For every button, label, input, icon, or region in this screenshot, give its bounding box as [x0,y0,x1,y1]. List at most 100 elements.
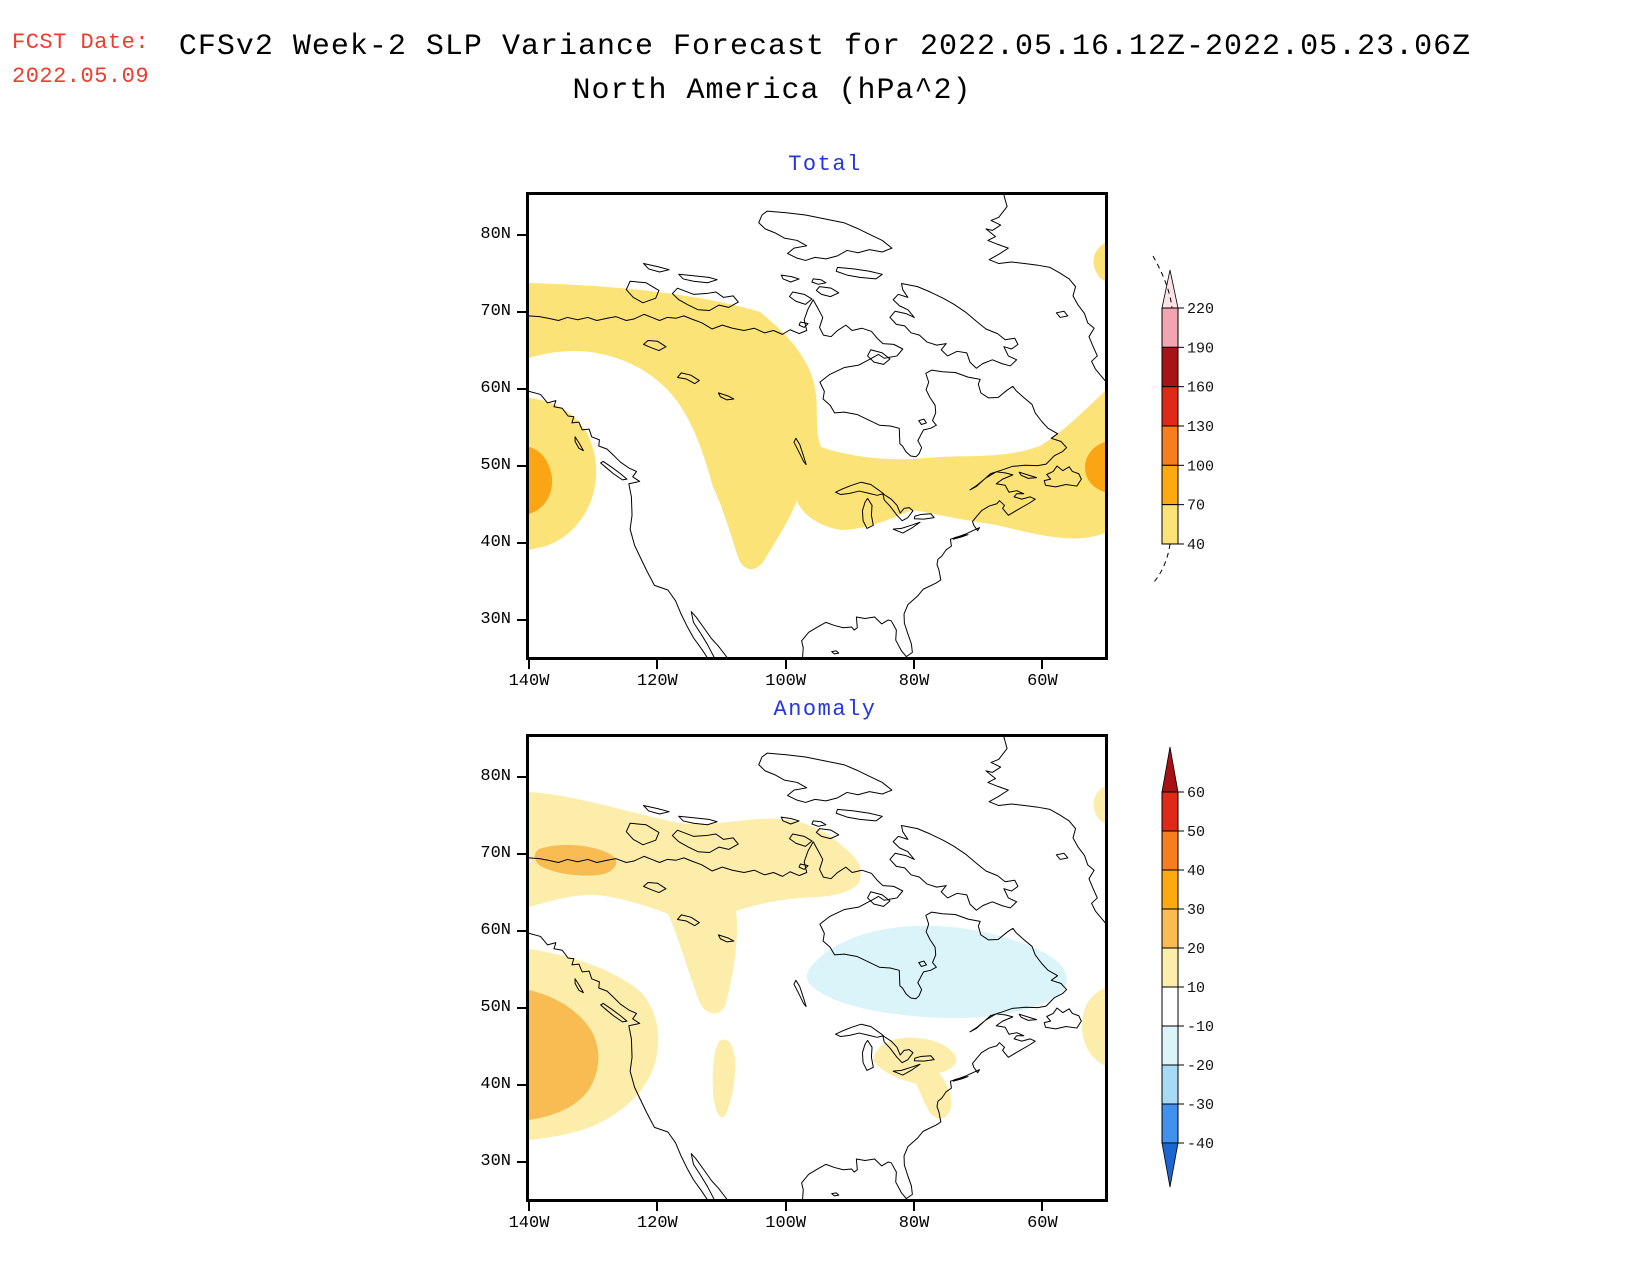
colorbar-label-total-40: 40 [1187,537,1205,554]
colorbar-top-cap [1161,269,1179,309]
colorbar-label-anomaly--30: -30 [1187,1097,1214,1114]
colorbar-segment-total [1161,464,1179,506]
coastline-anomaly [529,737,1105,1199]
colorbar-segment-anomaly [1161,908,1179,949]
coastline-total [529,195,1105,657]
lat-label-anomaly-70N: 70N [480,844,511,863]
colorbar-segment-total [1161,307,1179,348]
lon-label-total-60W: 60W [1027,672,1058,691]
colorbar-segment-total [1161,425,1179,466]
colorbar-bottom-dash [1153,543,1171,583]
colorbar-label-anomaly-10: 10 [1187,980,1205,997]
region-anomaly-arctic-band [529,792,861,1014]
colorbar-label-anomaly--40: -40 [1187,1136,1214,1153]
panel-title-anomaly: Anomaly [773,697,877,722]
region-anomaly-hudson-bay-negative [806,925,1067,1019]
region-total-greenland-edge-sliver [1093,243,1105,281]
lon-label-total-80W: 80W [898,672,930,691]
colorbar-total: 220 190 160 130 100 70 40 [1152,255,1214,583]
lat-tick-total [517,465,526,467]
lat-label-total-80N: 80N [480,225,511,244]
colorbar-segment-anomaly [1161,1064,1179,1105]
lon-tick-anomaly [528,1202,530,1211]
lat-tick-anomaly [517,1161,526,1163]
lon-label-total-120W: 120W [636,672,678,691]
lon-tick-total [784,660,787,669]
region-total-nw-to-east-variance-band [529,283,1105,570]
colorbar-segment-anomaly [1161,869,1179,910]
lat-label-total-70N: 70N [480,302,511,321]
region-total-pacific-coast-core [529,447,553,514]
fcst-date-label: FCST Date: [12,30,150,55]
lat-label-total-30N: 30N [480,610,511,629]
lon-tick-total [1041,660,1044,669]
colorbar-label-anomaly--20: -20 [1187,1058,1214,1075]
colorbar-segment-total [1161,504,1179,545]
colorbar-label-total-70: 70 [1187,498,1205,515]
colorbar-segment-total [1161,346,1179,388]
lon-tick-total [528,660,530,669]
colorbar-label-anomaly-40: 40 [1187,863,1205,880]
region-total-pacific-coast-band [529,398,597,550]
lon-label-anomaly-100W: 100W [765,1214,807,1233]
lon-label-total-140W: 140W [508,672,550,691]
colorbar-label-total-220: 220 [1187,301,1214,318]
region-anomaly-greenland-edge-sliver [1093,786,1105,823]
lat-tick-anomaly [517,1007,526,1009]
lon-label-total-100W: 100W [765,672,807,691]
lat-label-total-40N: 40N [480,533,511,552]
colorbar-segment-anomaly [1161,1025,1179,1066]
colorbar-segment-total [1161,386,1179,427]
colorbar-bottom-cap [1161,1142,1179,1188]
region-anomaly-great-lakes-patch [873,1037,957,1119]
lon-tick-total [656,660,659,669]
lat-tick-total [517,542,526,544]
colorbar-top-dash [1152,255,1173,309]
lat-label-anomaly-40N: 40N [480,1075,511,1094]
colorbar-label-anomaly--10: -10 [1187,1019,1214,1036]
lon-tick-anomaly [784,1202,787,1211]
figure-title-line1: CFSv2 Week-2 SLP Variance Forecast for 2… [178,30,1472,64]
lat-tick-total [517,388,526,390]
lat-label-total-50N: 50N [480,456,511,475]
colorbar-segment-anomaly [1161,947,1179,988]
region-anomaly-pacific-coast-core [529,990,599,1120]
colorbar-label-total-160: 160 [1187,380,1214,397]
colorbar-segment-anomaly [1161,986,1179,1027]
lat-tick-anomaly [517,1084,526,1086]
region-total-atlantic-edge-core [1085,442,1105,492]
lat-tick-total [517,619,526,621]
colorbar-segment-anomaly [1161,830,1179,871]
fcst-date-value: 2022.05.09 [12,64,150,89]
lat-label-anomaly-80N: 80N [480,767,511,786]
lat-tick-total [517,234,526,236]
lat-label-anomaly-30N: 30N [480,1152,511,1171]
colorbar-top-cap [1161,746,1179,793]
colorbar-label-total-190: 190 [1187,340,1214,357]
lon-label-anomaly-120W: 120W [636,1214,678,1233]
colorbar-label-total-130: 130 [1187,419,1214,436]
lon-tick-anomaly [913,1202,916,1211]
colorbar-label-anomaly-20: 20 [1187,941,1205,958]
colorbar-label-anomaly-60: 60 [1187,785,1205,802]
lon-label-anomaly-80W: 80W [898,1214,930,1233]
lat-tick-anomaly [517,930,526,932]
lat-tick-anomaly [517,853,526,855]
panel-title-total: Total [788,152,862,177]
colorbar-label-anomaly-50: 50 [1187,824,1205,841]
figure-title-line2: North America (hPa^2) [572,74,972,108]
map-total [526,192,1108,660]
colorbar-segment-anomaly [1161,791,1179,832]
lon-tick-anomaly [1041,1202,1044,1211]
lon-tick-total [913,660,916,669]
lon-label-anomaly-60W: 60W [1027,1214,1058,1233]
lat-tick-anomaly [517,776,526,778]
colorbar-segment-anomaly [1161,1103,1179,1144]
lat-label-anomaly-60N: 60N [480,921,511,940]
colorbar-anomaly: 60 50 40 30 20 10 -10 -20 -30 -40 [1161,746,1214,1188]
lat-tick-total [517,311,526,313]
lat-label-anomaly-50N: 50N [480,998,511,1017]
colorbar-label-total-100: 100 [1187,458,1214,475]
lon-tick-anomaly [656,1202,659,1211]
